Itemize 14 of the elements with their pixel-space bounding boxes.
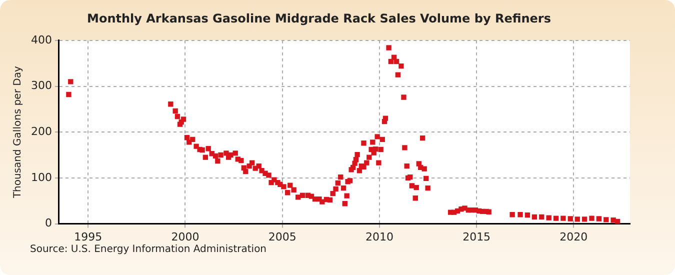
- y-tick-label: 400: [30, 33, 52, 46]
- x-tick-label: 1995: [74, 230, 102, 244]
- y-tick-label: 0: [44, 216, 52, 230]
- x-tick-label: 2015: [462, 230, 491, 244]
- x-tick-label: 2020: [560, 230, 588, 244]
- x-tick-label: 2010: [365, 230, 394, 244]
- y-axis-title: Thousand Gallons per Day: [12, 66, 24, 200]
- chart-title: Monthly Arkansas Gasoline Midgrade Rack Sales Volume by Refiners: [87, 11, 551, 26]
- x-tick-label: 2005: [268, 230, 296, 244]
- y-tick-label: 300: [30, 79, 52, 92]
- source-note: Source: U.S. Energy Information Administration: [30, 244, 267, 255]
- y-tick-label: 200: [30, 124, 52, 138]
- x-tick-label: 2000: [171, 230, 200, 244]
- y-tick-label: 100: [30, 170, 52, 184]
